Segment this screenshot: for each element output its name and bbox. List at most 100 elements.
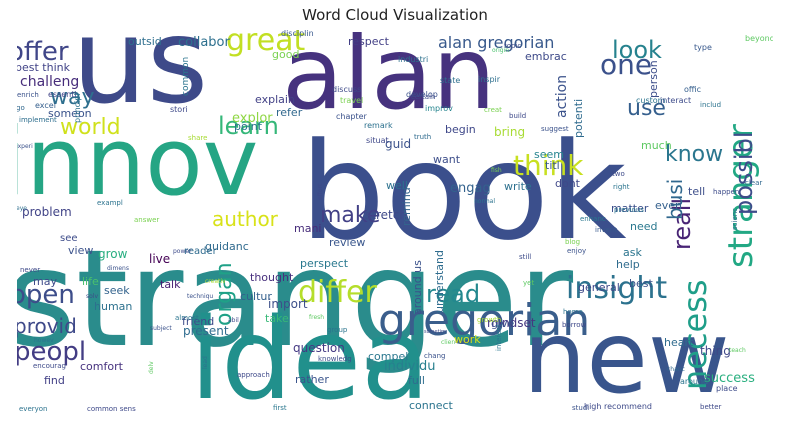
word-123: chapter bbox=[336, 112, 368, 121]
word-182: creativ bbox=[205, 278, 226, 285]
word-76: friend bbox=[182, 315, 214, 328]
word-192: effort bbox=[317, 183, 324, 200]
word-98: potenti bbox=[572, 99, 585, 138]
word-24: reall bbox=[668, 198, 696, 250]
word-119: travel bbox=[340, 96, 363, 105]
word-5: innov bbox=[17, 108, 258, 217]
word-1: book bbox=[300, 114, 627, 270]
word-93: matter bbox=[611, 202, 649, 215]
word-69: find bbox=[44, 374, 65, 387]
word-4: alan bbox=[282, 30, 496, 132]
word-191: normal bbox=[474, 198, 495, 205]
word-20: look bbox=[612, 36, 662, 64]
word-122: improv bbox=[425, 104, 453, 113]
word-141: right bbox=[613, 183, 630, 191]
word-112: excel bbox=[35, 101, 56, 110]
word-156: studi bbox=[572, 404, 589, 412]
word-114: enrich bbox=[17, 91, 39, 99]
word-180: fresh bbox=[309, 314, 324, 321]
word-146: enhanc bbox=[580, 215, 606, 223]
word-161: chanc bbox=[667, 366, 685, 373]
word-118: state bbox=[440, 76, 460, 85]
word-79: work bbox=[454, 333, 481, 346]
word-33: challeng bbox=[20, 74, 79, 90]
word-92: need bbox=[630, 220, 658, 233]
word-174: subject bbox=[150, 325, 172, 332]
word-52: point bbox=[234, 120, 263, 133]
word-21: possibl bbox=[730, 132, 758, 216]
word-130: includ bbox=[700, 101, 721, 109]
word-73: thought bbox=[250, 271, 294, 284]
word-38: individu bbox=[384, 359, 436, 374]
word-111: essenti bbox=[48, 90, 77, 99]
word-106: common bbox=[181, 57, 191, 96]
word-147: invent bbox=[595, 226, 617, 234]
word-121: disciplin bbox=[281, 30, 314, 38]
word-120: topic bbox=[504, 42, 521, 50]
word-105: reader bbox=[184, 246, 218, 257]
word-140: two bbox=[612, 170, 625, 178]
word-131: offic bbox=[684, 85, 701, 94]
word-cloud: strangerbookusideaalaninnovnewgregoriang… bbox=[17, 30, 773, 415]
word-142: happen bbox=[713, 188, 739, 196]
word-149: enjoy bbox=[567, 247, 586, 255]
word-55: outsid bbox=[128, 35, 162, 48]
word-177: power bbox=[173, 248, 192, 255]
word-133: beyond bbox=[745, 34, 773, 43]
word-72: seek bbox=[104, 284, 130, 297]
word-175: everyon bbox=[19, 405, 48, 413]
word-150: still bbox=[519, 253, 531, 261]
word-86: help bbox=[616, 258, 640, 271]
word-162: teach bbox=[729, 347, 746, 354]
word-28: author bbox=[212, 207, 279, 231]
word-57: best think bbox=[17, 61, 71, 74]
word-125: remark bbox=[364, 121, 393, 130]
word-107: develop bbox=[406, 90, 438, 99]
word-3: idea bbox=[190, 295, 430, 415]
word-132: type bbox=[694, 43, 712, 52]
word-44: live bbox=[149, 252, 170, 266]
word-39: question bbox=[293, 341, 345, 355]
word-2: us bbox=[72, 30, 208, 130]
word-49: mindset bbox=[487, 316, 536, 330]
word-83: connect bbox=[409, 399, 454, 412]
word-45: stretch bbox=[365, 208, 407, 222]
word-90: tell bbox=[688, 185, 705, 198]
word-74: take bbox=[265, 312, 289, 325]
word-113: principl bbox=[73, 93, 82, 123]
word-96: person bbox=[647, 60, 660, 98]
word-94: even bbox=[655, 199, 682, 212]
word-30: provid bbox=[17, 314, 77, 338]
word-84: full bbox=[408, 374, 425, 387]
word-26: know bbox=[665, 142, 723, 167]
word-171: howev bbox=[34, 337, 54, 344]
word-134: origin bbox=[492, 47, 509, 54]
word-186: knowledg bbox=[318, 355, 352, 363]
word-100: remind bbox=[400, 187, 413, 226]
word-62: seem bbox=[534, 148, 564, 161]
word-85: heart bbox=[664, 336, 694, 349]
word-151: yet bbox=[523, 279, 534, 287]
word-34: collabor bbox=[178, 35, 230, 50]
word-124: situat bbox=[366, 136, 389, 145]
word-42: guid bbox=[385, 137, 411, 151]
word-6: new bbox=[523, 299, 730, 415]
word-101: understand bbox=[433, 250, 446, 313]
word-145: previous bbox=[614, 206, 644, 214]
word-115: go bbox=[17, 104, 25, 112]
word-102: around us bbox=[411, 260, 424, 315]
word-10: differ bbox=[298, 275, 378, 310]
word-60: want bbox=[433, 153, 461, 166]
word-108: industri bbox=[398, 55, 428, 64]
word-0: stranger bbox=[17, 221, 574, 377]
word-53: refer bbox=[276, 106, 303, 119]
word-35: explor bbox=[232, 111, 273, 126]
word-128: custom bbox=[636, 96, 666, 105]
word-168: never bbox=[20, 266, 40, 274]
word-87: best bbox=[629, 277, 653, 290]
word-155: interest bbox=[495, 324, 503, 351]
word-46: thing bbox=[700, 344, 731, 358]
word-63: begin bbox=[445, 123, 476, 136]
word-185: first bbox=[273, 404, 287, 412]
